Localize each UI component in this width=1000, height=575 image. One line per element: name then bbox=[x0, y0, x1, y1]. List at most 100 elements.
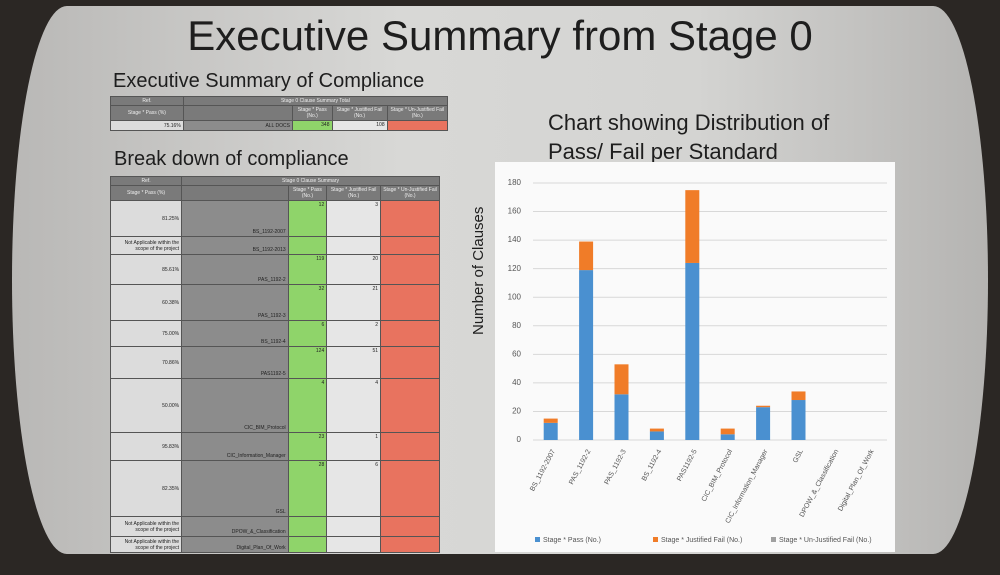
pass-percent: Not Applicable within the scope of the p… bbox=[109, 536, 183, 553]
chart-title: Chart showing Distribution of Pass/ Fail… bbox=[548, 110, 830, 164]
justified-count: 21 bbox=[326, 284, 382, 321]
standard-name: BS_1192-4 bbox=[181, 320, 289, 347]
justified-count bbox=[326, 236, 382, 255]
bar-segment bbox=[685, 190, 700, 263]
pass-percent: Not Applicable within the scope of the p… bbox=[109, 516, 183, 537]
legend-swatch bbox=[771, 537, 776, 542]
standard-name: CIC_Information_Manager bbox=[181, 432, 289, 461]
standard-name: ALL DOCS bbox=[182, 120, 293, 131]
header-cell: Stage * Justified Fail (No.) bbox=[326, 185, 382, 201]
unjustified-cell bbox=[380, 284, 440, 321]
header-cell: Stage * Pass (%) bbox=[110, 105, 184, 121]
justified-count bbox=[326, 516, 382, 537]
header-cell: Stage * Pass (No.) bbox=[287, 185, 328, 201]
bar-segment bbox=[791, 391, 806, 401]
header-cell bbox=[182, 105, 293, 121]
header-cell: Ref. bbox=[110, 96, 184, 106]
legend-swatch bbox=[653, 537, 658, 542]
justified-count: 108 bbox=[331, 120, 388, 131]
standard-name: PAS_1192-2 bbox=[181, 254, 289, 285]
header-cell: Stage * Un-Justified Fail (No.) bbox=[380, 185, 440, 201]
bar-segment bbox=[543, 418, 558, 423]
justified-count: 1 bbox=[326, 432, 382, 461]
slide-title: Executive Summary from Stage 0 bbox=[187, 12, 813, 59]
bar-segment bbox=[649, 428, 664, 432]
pass-count: 119 bbox=[287, 254, 328, 285]
header-cell: Stage 0 Clause Summary Total bbox=[182, 96, 449, 106]
y-tick-label: 120 bbox=[508, 264, 522, 273]
unjustified-cell bbox=[386, 120, 449, 131]
bar-segment bbox=[649, 431, 664, 440]
y-tick-label: 180 bbox=[508, 178, 522, 187]
header-cell bbox=[181, 185, 289, 201]
unjustified-cell bbox=[380, 200, 440, 237]
unjustified-cell bbox=[380, 460, 440, 517]
bar-segment bbox=[579, 270, 594, 440]
bar-segment bbox=[614, 394, 629, 440]
pass-percent: 85.61% bbox=[109, 254, 183, 285]
justified-count: 20 bbox=[326, 254, 382, 285]
unjustified-cell bbox=[380, 236, 440, 255]
pass-percent: 70.86% bbox=[109, 346, 183, 379]
header-cell: Stage * Justified Fail (No.) bbox=[331, 105, 388, 121]
pass-count: 124 bbox=[287, 346, 328, 379]
standard-name: BS_1192-2007 bbox=[181, 200, 289, 237]
y-axis-label: Number of Clauses bbox=[470, 206, 487, 335]
y-tick-label: 140 bbox=[508, 235, 522, 244]
pass-percent: 75.00% bbox=[109, 320, 183, 347]
bar-segment bbox=[543, 422, 558, 440]
bar-segment bbox=[720, 428, 735, 435]
pass-percent: 60.38% bbox=[109, 284, 183, 321]
unjustified-cell bbox=[380, 536, 440, 553]
unjustified-cell bbox=[380, 378, 440, 433]
pass-count: 6 bbox=[287, 320, 328, 347]
y-tick-label: 0 bbox=[517, 435, 522, 444]
summary-heading: Executive Summary of Compliance bbox=[113, 70, 425, 92]
pass-count: 4 bbox=[287, 378, 328, 433]
y-tick-label: 60 bbox=[512, 349, 521, 358]
pass-count: 28 bbox=[287, 460, 328, 517]
standard-name: PAS_1192-3 bbox=[181, 284, 289, 321]
legend-label: Stage * Justified Fail (No.) bbox=[661, 537, 742, 544]
legend-label: Stage * Pass (No.) bbox=[543, 537, 601, 544]
standard-name: DPOW_&_Classification bbox=[181, 516, 289, 537]
pass-percent: 50.00% bbox=[109, 378, 183, 433]
pass-percent: Not Applicable within the scope of the p… bbox=[109, 236, 183, 255]
unjustified-cell bbox=[380, 346, 440, 379]
pass-count: 12 bbox=[287, 200, 328, 237]
pass-count: 32 bbox=[287, 284, 328, 321]
pass-count bbox=[287, 516, 328, 537]
standard-name: CIC_BIM_Protocol bbox=[181, 378, 289, 433]
pass-percent: 75.16% bbox=[110, 120, 184, 131]
justified-count: 2 bbox=[326, 320, 382, 347]
justified-count: 51 bbox=[326, 346, 382, 379]
pass-count bbox=[287, 236, 328, 255]
unjustified-cell bbox=[380, 516, 440, 537]
unjustified-cell bbox=[380, 254, 440, 285]
breakdown-heading: Break down of compliance bbox=[114, 148, 349, 170]
y-tick-label: 160 bbox=[508, 207, 522, 216]
pass-count: 348 bbox=[291, 120, 333, 131]
y-tick-label: 40 bbox=[512, 378, 521, 387]
y-tick-label: 20 bbox=[512, 407, 521, 416]
unjustified-cell bbox=[380, 432, 440, 461]
bar-segment bbox=[756, 405, 771, 408]
pass-count bbox=[287, 536, 328, 553]
justified-count bbox=[326, 536, 382, 553]
header-cell: Ref. bbox=[109, 176, 183, 186]
bar-segment bbox=[756, 407, 771, 440]
pass-percent: 82.35% bbox=[109, 460, 183, 517]
legend-swatch bbox=[535, 537, 540, 542]
bar-segment bbox=[720, 434, 735, 440]
header-cell: Stage * Pass (%) bbox=[109, 185, 183, 201]
standard-name: BS_1192-2013 bbox=[181, 236, 289, 255]
legend-label: Stage * Un-Justified Fail (No.) bbox=[779, 537, 872, 544]
header-cell: Stage * Un-Justified Fail (No.) bbox=[386, 105, 449, 121]
summary-table: Ref. Stage 0 Clause Summary Total Stage * … bbox=[110, 96, 449, 131]
breakdown-table: Ref. Stage 0 Clause Summary Stage * Pass (… bbox=[109, 176, 440, 553]
justified-count: 3 bbox=[326, 200, 382, 237]
bar-segment bbox=[685, 262, 700, 440]
justified-count: 4 bbox=[326, 378, 382, 433]
pass-count: 23 bbox=[287, 432, 328, 461]
